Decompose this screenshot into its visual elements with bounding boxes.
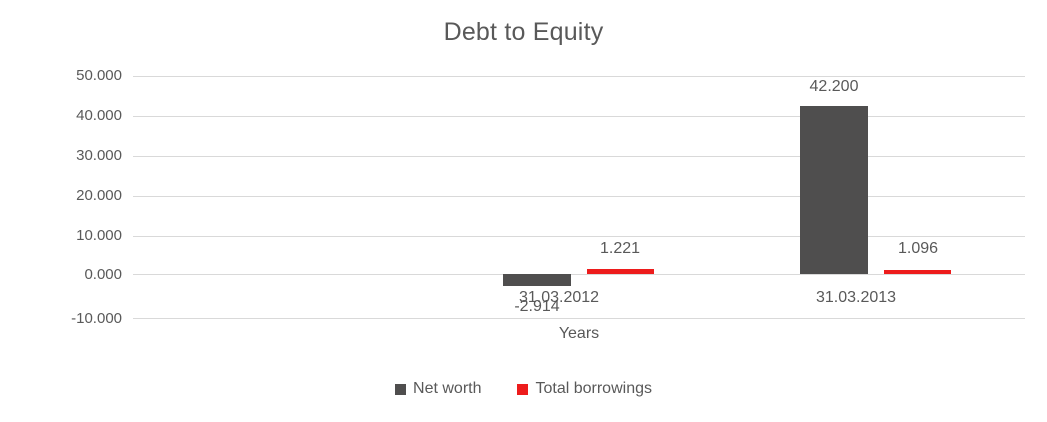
y-tick-label: 30.000 <box>76 147 122 164</box>
data-label-net-worth-2013: 42.200 <box>809 78 859 95</box>
gridline <box>133 156 1025 157</box>
bar-net-worth-2013[interactable] <box>800 106 868 274</box>
data-label-total-borrowings-2013: 1.096 <box>897 240 939 257</box>
gridline <box>133 236 1025 237</box>
y-tick-label: 10.000 <box>76 227 122 244</box>
chart-legend: Net worth Total borrowings <box>0 380 1047 398</box>
bar-total-borrowings-2012[interactable] <box>587 269 654 274</box>
plot-area <box>133 76 1025 319</box>
y-tick-label: 40.000 <box>76 107 122 124</box>
legend-label: Total borrowings <box>535 380 652 397</box>
gridline <box>133 116 1025 117</box>
legend-label: Net worth <box>413 380 482 397</box>
y-tick-label: 20.000 <box>76 187 122 204</box>
x-tick-label-2012: 31.03.2012 <box>518 289 600 306</box>
data-label-total-borrowings-2012: 1.221 <box>599 240 641 257</box>
y-tick-label: -10.000 <box>71 310 122 327</box>
legend-swatch-icon <box>517 383 529 395</box>
legend-item-net-worth[interactable]: Net worth <box>395 380 481 398</box>
bar-total-borrowings-2013[interactable] <box>884 270 951 274</box>
legend-swatch-icon <box>395 383 407 395</box>
bar-net-worth-2012[interactable] <box>503 274 571 286</box>
x-axis-title: Years <box>558 325 600 342</box>
chart-title: Debt to Equity <box>443 18 604 46</box>
gridline <box>133 318 1025 319</box>
legend-item-total-borrowings[interactable]: Total borrowings <box>517 380 652 398</box>
x-tick-label-2013: 31.03.2013 <box>815 289 897 306</box>
gridline <box>133 76 1025 77</box>
y-tick-label: 50.000 <box>76 67 122 84</box>
data-label-net-worth-2012: -2.914 <box>514 298 560 315</box>
y-tick-label: 0.000 <box>84 266 122 283</box>
gridline-zero <box>133 274 1025 275</box>
gridline <box>133 196 1025 197</box>
